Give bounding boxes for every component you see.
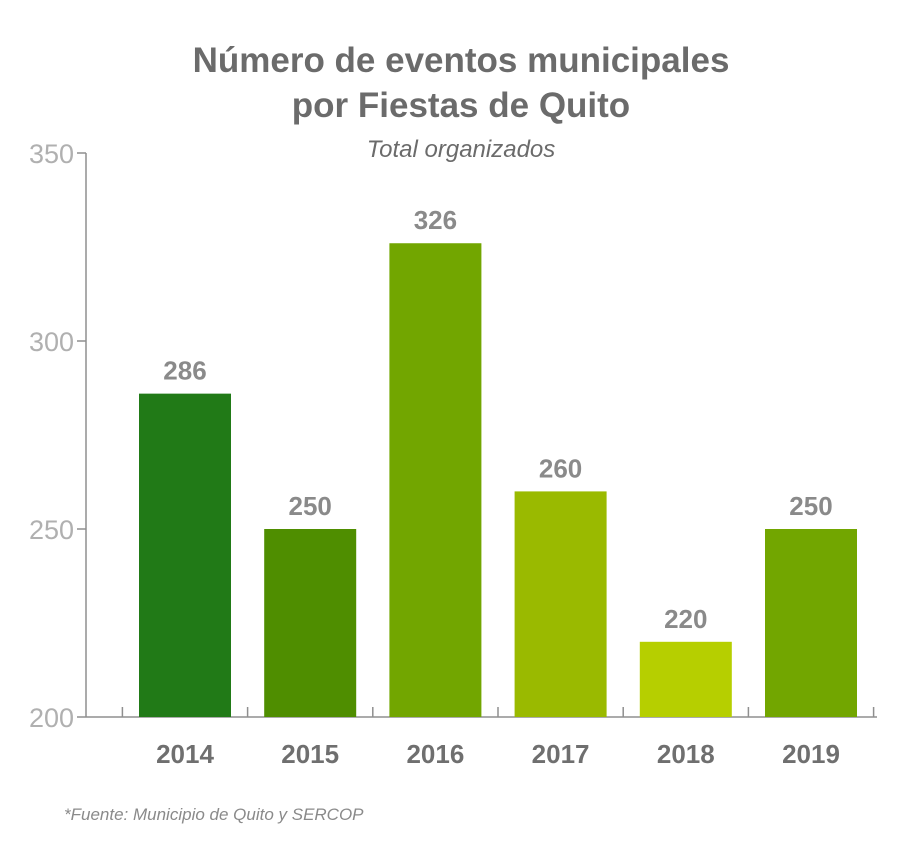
x-tick-label-2019: 2019 [782,739,840,769]
x-tick-label-2016: 2016 [406,739,464,769]
data-labels: 286 250 326 260 220 250 [163,205,832,634]
x-tick-label-2015: 2015 [281,739,339,769]
data-label-2018: 220 [664,604,707,634]
bar-2018 [639,641,732,717]
x-tick-label-2017: 2017 [532,739,590,769]
data-label-2019: 250 [789,491,832,521]
x-tick-label-2018: 2018 [657,739,715,769]
data-label-2017: 260 [539,453,582,483]
x-tick-label-2014: 2014 [156,739,214,769]
bar-2019 [765,529,857,717]
y-axis: 200 250 300 350 [29,139,87,733]
y-tick-label: 300 [29,327,74,357]
data-label-2015: 250 [289,491,332,521]
bar-2014 [139,393,231,717]
y-tick-label: 250 [29,515,74,545]
bar-2015 [264,529,357,717]
y-tick-label: 350 [29,139,74,169]
data-label-2014: 286 [163,356,206,386]
bar-2016 [389,243,482,718]
chart-subtitle: Total organizados [367,136,556,163]
bars [139,243,857,718]
chart-title-line2: por Fiestas de Quito [292,86,630,125]
chart-title-line1: Número de eventos municipales [193,41,730,80]
bar-2017 [514,491,607,717]
data-label-2016: 326 [414,205,457,235]
source-note: *Fuente: Municipio de Quito y SERCOP [64,805,364,824]
y-tick-label: 200 [29,703,74,733]
